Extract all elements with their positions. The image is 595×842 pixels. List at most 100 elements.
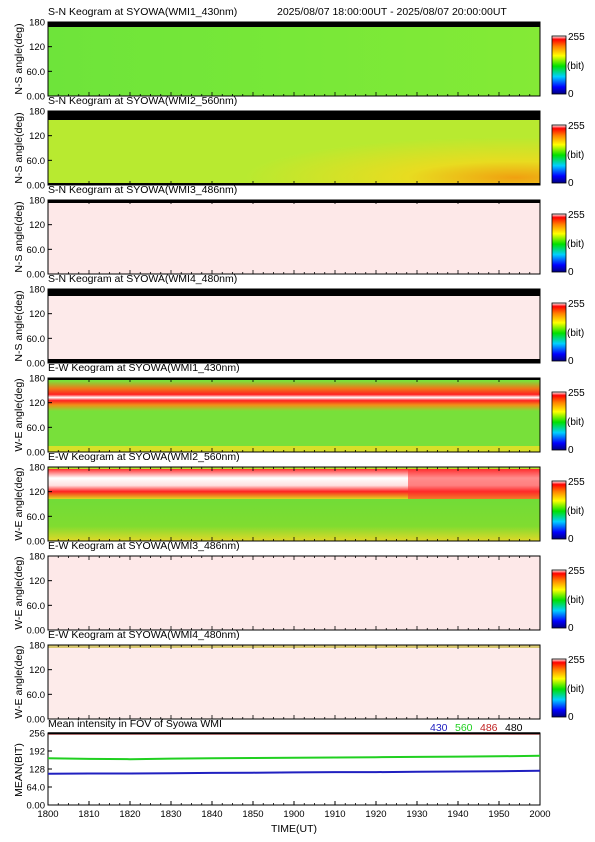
y-tick-label: 0.00 <box>27 92 46 103</box>
colorbar <box>551 480 567 540</box>
panel-4-title: S-N Keogram at SYOWA(WMI4_480nm) <box>48 273 237 285</box>
y-tick-label: 60.0 <box>27 423 46 434</box>
colorbar <box>551 213 567 273</box>
colorbar-unit-label: (bit) <box>567 61 584 72</box>
legend-entry-480: 480 <box>505 722 523 734</box>
y-tick-label: 0.00 <box>27 448 46 459</box>
colorbar-min-label: 0 <box>568 623 574 634</box>
line-plot-area <box>47 732 541 806</box>
colorbar-unit-label: (bit) <box>567 239 584 250</box>
colorbar-min-label: 0 <box>568 356 574 367</box>
y-tick-label: 180 <box>29 196 45 207</box>
y-tick-label: 60.0 <box>27 67 46 78</box>
colorbar-max-label: 255 <box>568 210 585 221</box>
keogram-image-5 <box>48 378 540 452</box>
y-tick-label: 180 <box>29 285 45 296</box>
colorbar-max-label: 255 <box>568 655 585 666</box>
x-tick-label: 1830 <box>160 809 181 820</box>
colorbar-max-label: 255 <box>568 299 585 310</box>
y-axis-label: N-S angle(deg) <box>13 112 25 183</box>
keogram-panel-8: E-W Keogram at SYOWA(WMI4_480nm)0.0060.0… <box>13 629 585 726</box>
x-tick-label: 1920 <box>365 809 386 820</box>
x-tick-label: 1910 <box>324 809 345 820</box>
colorbar <box>551 569 567 629</box>
y-tick-label: 0.00 <box>27 181 46 192</box>
y-tick-label: 120 <box>29 220 45 231</box>
colorbar-min-label: 0 <box>568 534 574 545</box>
y-tick-label: 120 <box>29 398 45 409</box>
x-tick-label: 1950 <box>488 809 509 820</box>
line-y-tick-label: 192 <box>29 747 45 758</box>
y-axis-label: N-S angle(deg) <box>13 23 25 94</box>
colorbar-max-label: 255 <box>568 121 585 132</box>
keogram-image-4 <box>48 289 540 363</box>
keogram-panel-4: S-N Keogram at SYOWA(WMI4_480nm)0.0060.0… <box>13 273 585 370</box>
legend-entry-486: 486 <box>480 722 498 734</box>
y-tick-label: 0.00 <box>27 537 46 548</box>
legend-entry-560: 560 <box>455 722 473 734</box>
panel-8-title: E-W Keogram at SYOWA(WMI4_480nm) <box>48 629 240 641</box>
colorbar-unit-label: (bit) <box>567 328 584 339</box>
colorbar <box>551 391 567 451</box>
y-axis-label: W-E angle(deg) <box>13 556 25 629</box>
y-tick-label: 0.00 <box>27 359 46 370</box>
colorbar-unit-label: (bit) <box>567 595 584 606</box>
y-axis-label: W-E angle(deg) <box>13 645 25 718</box>
time-range-label: 2025/08/07 18:00:00UT - 2025/08/07 20:00… <box>277 6 507 18</box>
y-tick-label: 60.0 <box>27 156 46 167</box>
line-y-tick-label: 256 <box>29 729 45 740</box>
y-tick-label: 180 <box>29 641 45 652</box>
keogram-panel-3: S-N Keogram at SYOWA(WMI3_486nm)0.0060.0… <box>13 184 585 281</box>
keogram-image-1 <box>48 22 540 96</box>
colorbar-unit-label: (bit) <box>567 150 584 161</box>
colorbar-max-label: 255 <box>568 388 585 399</box>
colorbar-unit-label: (bit) <box>567 506 584 517</box>
x-tick-label: 1930 <box>406 809 427 820</box>
x-tick-label: 1840 <box>201 809 222 820</box>
y-tick-label: 120 <box>29 487 45 498</box>
x-tick-label: 1940 <box>447 809 468 820</box>
y-axis-label: W-E angle(deg) <box>13 378 25 451</box>
colorbar-max-label: 255 <box>568 566 585 577</box>
colorbar-min-label: 0 <box>568 712 574 723</box>
panel-7-title: E-W Keogram at SYOWA(WMI3_486nm) <box>48 540 240 552</box>
panel-1-title: S-N Keogram at SYOWA(WMI1_430nm) <box>48 6 237 18</box>
keogram-panel-2: S-N Keogram at SYOWA(WMI2_560nm)0.0060.0… <box>13 95 585 192</box>
panel-2-title: S-N Keogram at SYOWA(WMI2_560nm) <box>48 95 237 107</box>
keogram-image-7 <box>48 556 540 630</box>
y-tick-label: 180 <box>29 463 45 474</box>
panel-5-title: E-W Keogram at SYOWA(WMI1_430nm) <box>48 362 240 374</box>
colorbar-min-label: 0 <box>568 89 574 100</box>
y-tick-label: 180 <box>29 374 45 385</box>
y-tick-label: 0.00 <box>27 626 46 637</box>
keogram-image-2 <box>48 111 540 185</box>
x-axis-label: TIME(UT) <box>271 823 317 835</box>
panel-6-title: E-W Keogram at SYOWA(WMI2_560nm) <box>48 451 240 463</box>
line-chart-title: Mean intensity in FOV of Syowa WMI <box>48 718 222 730</box>
x-tick-label: 1850 <box>242 809 263 820</box>
y-tick-label: 120 <box>29 131 45 142</box>
y-tick-label: 0.00 <box>27 715 46 726</box>
y-tick-label: 60.0 <box>27 601 46 612</box>
y-axis-label: N-S angle(deg) <box>13 290 25 361</box>
y-tick-label: 180 <box>29 552 45 563</box>
line-y-tick-label: 64.0 <box>27 783 46 794</box>
y-tick-label: 60.0 <box>27 512 46 523</box>
keogram-image-8 <box>48 645 540 719</box>
colorbar-max-label: 255 <box>568 32 585 43</box>
colorbar <box>551 35 567 95</box>
legend-entry-430: 430 <box>430 722 448 734</box>
keogram-image-3 <box>48 200 540 274</box>
colorbar-unit-label: (bit) <box>567 417 584 428</box>
keogram-panel-6: E-W Keogram at SYOWA(WMI2_560nm)0.0060.0… <box>13 451 585 548</box>
colorbar-min-label: 0 <box>568 267 574 278</box>
y-tick-label: 60.0 <box>27 245 46 256</box>
y-tick-label: 120 <box>29 665 45 676</box>
keogram-panel-5: E-W Keogram at SYOWA(WMI1_430nm)0.0060.0… <box>13 362 585 459</box>
y-tick-label: 120 <box>29 42 45 53</box>
x-tick-label: 1820 <box>119 809 140 820</box>
x-tick-label: 1810 <box>78 809 99 820</box>
colorbar-min-label: 0 <box>568 445 574 456</box>
line-y-tick-label: 0.00 <box>27 801 46 812</box>
